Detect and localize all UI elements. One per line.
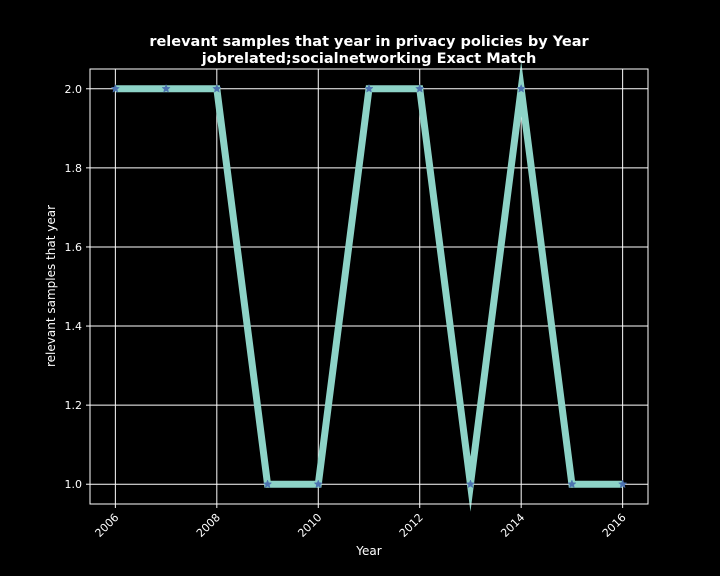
y-tick-label: 1.4 xyxy=(65,320,83,333)
data-point xyxy=(465,479,476,489)
data-point xyxy=(313,479,323,489)
y-tick-label: 2.0 xyxy=(65,83,83,96)
data-point xyxy=(364,83,374,93)
x-tick-label: 2006 xyxy=(92,511,121,540)
series-line xyxy=(115,61,623,512)
data-point xyxy=(567,479,577,489)
tick-layer: 2006 2008 2010 2012 2014 2016 1.0 1.2 1.4 1.6 1.8 2… xyxy=(65,83,629,540)
y-tick-label: 1.2 xyxy=(65,399,83,412)
x-tick-label: 2010 xyxy=(295,511,324,540)
data-point xyxy=(618,479,628,489)
y-tick-label: 1.0 xyxy=(65,478,83,491)
data-point xyxy=(212,83,222,93)
chart-title: relevant samples that year in privacy po… xyxy=(149,34,589,50)
y-axis-label: relevant samples that year xyxy=(44,205,58,367)
data-point xyxy=(110,83,120,93)
x-tick-label: 2014 xyxy=(498,511,527,540)
series-layer xyxy=(110,61,628,512)
plot-frame xyxy=(89,68,649,505)
data-point xyxy=(415,83,425,93)
x-tick-label: 2012 xyxy=(397,511,426,540)
data-point xyxy=(516,83,526,93)
x-tick-label: 2016 xyxy=(600,511,629,540)
y-tick-label: 1.8 xyxy=(65,162,83,175)
x-axis-label: Year xyxy=(355,544,381,558)
chart-subtitle: jobrelated;socialnetworking Exact Match xyxy=(201,51,537,67)
y-tick-label: 1.6 xyxy=(65,241,83,254)
data-point xyxy=(161,83,171,93)
x-tick-label: 2008 xyxy=(194,511,223,540)
data-point xyxy=(262,479,273,489)
